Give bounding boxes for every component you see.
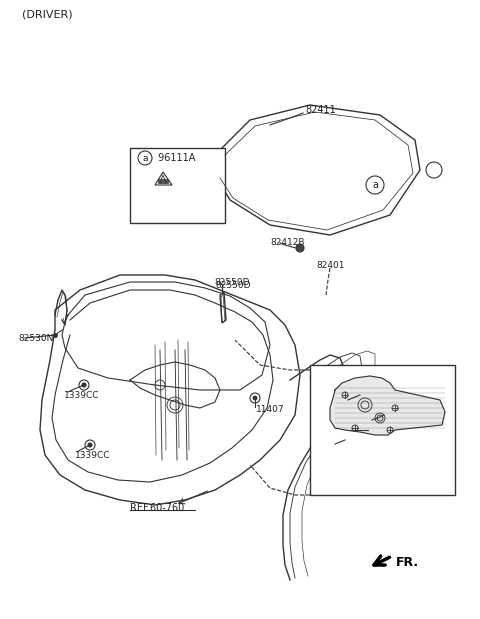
- Text: 82411: 82411: [305, 105, 336, 115]
- Text: 1339CC: 1339CC: [75, 451, 110, 459]
- Text: 11407: 11407: [256, 405, 285, 415]
- Text: 82530N: 82530N: [18, 334, 53, 342]
- Text: REF.60-760: REF.60-760: [130, 503, 184, 513]
- Circle shape: [82, 383, 86, 387]
- Text: 97262A: 97262A: [326, 441, 360, 449]
- Circle shape: [253, 396, 257, 400]
- Text: a: a: [142, 154, 148, 163]
- Text: 96111A: 96111A: [155, 153, 195, 163]
- Text: 82550D: 82550D: [214, 277, 250, 287]
- Text: (DRIVER): (DRIVER): [22, 9, 72, 19]
- Circle shape: [88, 443, 92, 447]
- Bar: [158, 179, 168, 183]
- Text: 82473: 82473: [340, 389, 369, 397]
- Polygon shape: [330, 376, 445, 435]
- Text: 82450L: 82450L: [385, 407, 419, 417]
- Text: 51755G: 51755G: [342, 423, 378, 431]
- Circle shape: [296, 244, 304, 252]
- Text: a: a: [372, 180, 378, 190]
- Text: FR.: FR.: [396, 555, 419, 568]
- Text: 82401: 82401: [316, 261, 345, 269]
- Text: 82550D: 82550D: [215, 280, 251, 290]
- Bar: [310, 365, 455, 495]
- Bar: [130, 148, 225, 223]
- Text: 82412B: 82412B: [270, 238, 304, 246]
- Text: 1339CC: 1339CC: [64, 391, 99, 399]
